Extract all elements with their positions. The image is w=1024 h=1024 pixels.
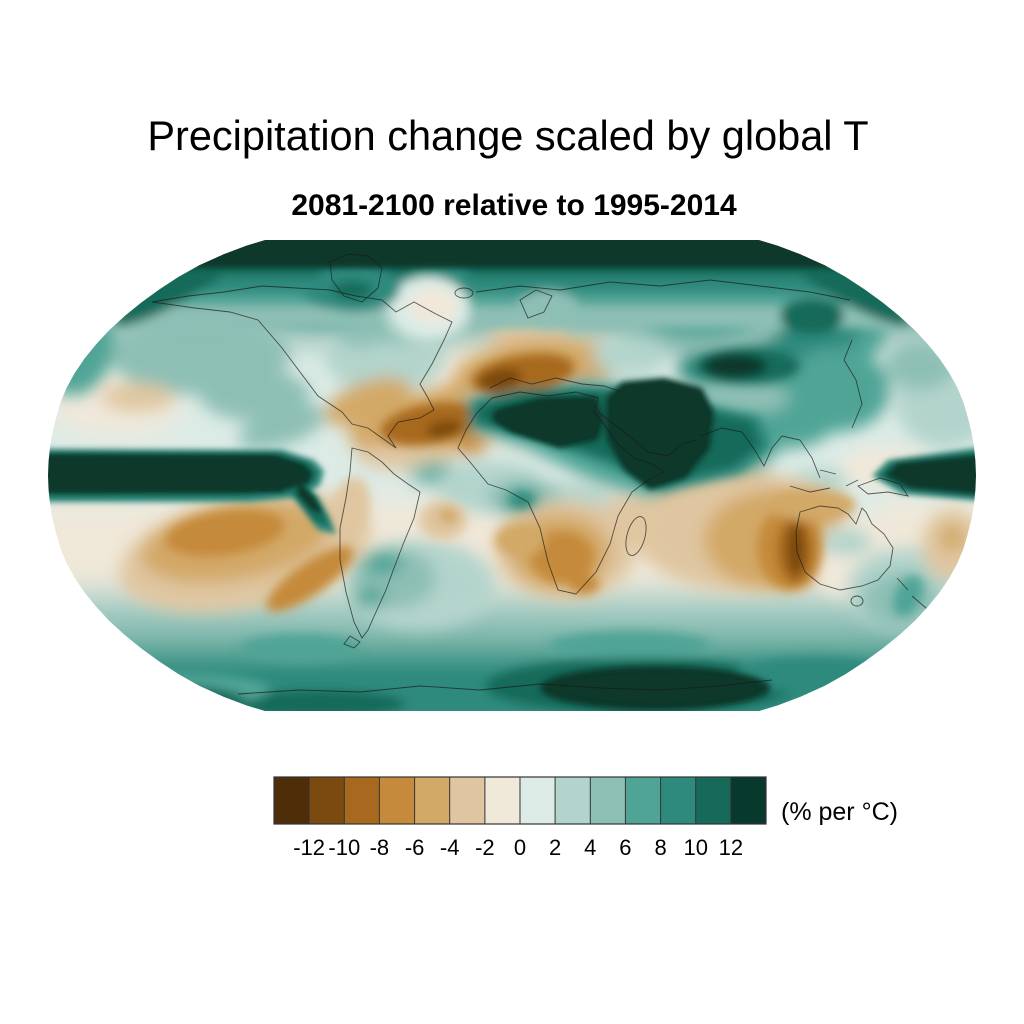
svg-text:-12: -12 xyxy=(293,835,325,860)
svg-text:6: 6 xyxy=(619,835,631,860)
svg-text:8: 8 xyxy=(654,835,666,860)
svg-text:-6: -6 xyxy=(405,835,425,860)
svg-text:-4: -4 xyxy=(440,835,460,860)
svg-text:2: 2 xyxy=(549,835,561,860)
svg-text:-2: -2 xyxy=(475,835,495,860)
svg-text:-10: -10 xyxy=(328,835,360,860)
svg-text:4: 4 xyxy=(584,835,596,860)
svg-text:2081-2100 relative to 1995-201: 2081-2100 relative to 1995-2014 xyxy=(291,189,737,222)
svg-text:12: 12 xyxy=(719,835,743,860)
svg-text:(% per °C): (% per °C) xyxy=(781,798,898,826)
svg-text:0: 0 xyxy=(514,835,526,860)
svg-text:-8: -8 xyxy=(370,835,390,860)
svg-text:Precipitation change scaled by: Precipitation change scaled by global T xyxy=(147,112,868,159)
svg-text:10: 10 xyxy=(683,835,707,860)
